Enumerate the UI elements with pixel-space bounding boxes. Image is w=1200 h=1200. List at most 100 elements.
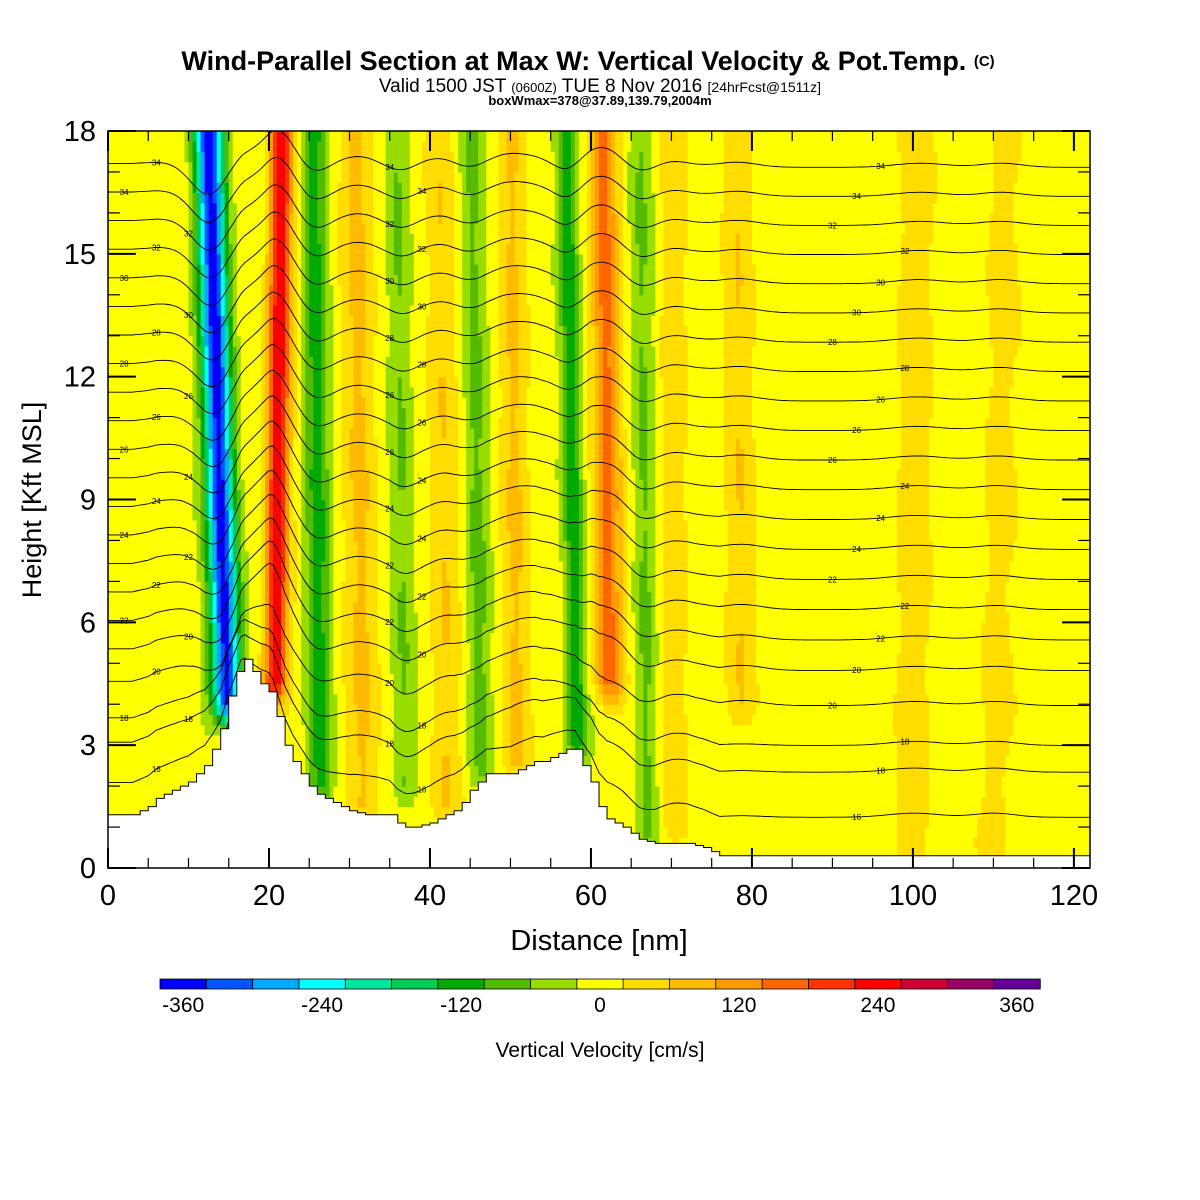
velocity-cell (132, 284, 137, 296)
velocity-cell (192, 427, 198, 439)
velocity-cell (329, 775, 334, 787)
velocity-cell (281, 274, 286, 286)
velocity-cell (313, 683, 318, 695)
velocity-cell (160, 294, 165, 306)
velocity-cell (180, 509, 186, 521)
velocity-cell (160, 212, 165, 224)
velocity-cell (116, 294, 121, 306)
velocity-cell (273, 489, 278, 501)
velocity-cell (268, 571, 274, 582)
velocity-cell (337, 294, 343, 306)
velocity-cell (256, 571, 262, 582)
velocity-cell (357, 765, 363, 777)
velocity-cell (156, 673, 161, 685)
velocity-cell (224, 223, 230, 234)
velocity-cell (140, 315, 145, 327)
velocity-cell (212, 704, 218, 716)
velocity-cell (377, 335, 383, 347)
velocity-cell (188, 489, 194, 501)
velocity-cell (108, 212, 113, 224)
velocity-cell (273, 612, 278, 623)
velocity-cell (353, 161, 359, 173)
velocity-cell (345, 489, 351, 501)
velocity-cell (377, 683, 383, 695)
velocity-cell (148, 182, 153, 194)
velocity-cell (224, 335, 230, 347)
velocity-cell (108, 468, 113, 480)
velocity-cell (349, 509, 355, 521)
velocity-cell (333, 591, 338, 603)
velocity-cell (361, 182, 367, 194)
velocity-cell (160, 591, 165, 603)
velocity-cell (313, 284, 318, 296)
velocity-cell (301, 540, 306, 552)
velocity-cell (220, 417, 226, 429)
velocity-cell (132, 734, 137, 746)
velocity-cell (317, 212, 322, 224)
velocity-cell (365, 171, 371, 183)
velocity-cell (172, 243, 178, 255)
velocity-cell (373, 775, 379, 787)
velocity-cell (293, 294, 298, 306)
velocity-cell (252, 468, 258, 480)
velocity-cell (200, 212, 206, 224)
velocity-cell (124, 315, 129, 327)
velocity-cell (277, 131, 282, 142)
velocity-cell (293, 386, 298, 398)
velocity-cell (200, 571, 206, 582)
velocity-cell (317, 202, 322, 214)
velocity-cell (108, 438, 113, 449)
velocity-cell (168, 356, 173, 368)
velocity-cell (289, 407, 294, 419)
velocity-cell (337, 366, 343, 378)
velocity-cell (180, 284, 186, 296)
velocity-cell (252, 581, 258, 593)
velocity-cell (108, 786, 113, 797)
velocity-cell (116, 274, 121, 286)
velocity-cell (305, 509, 310, 521)
velocity-cell (329, 345, 334, 357)
velocity-cell (240, 356, 246, 368)
velocity-cell (385, 663, 391, 675)
velocity-cell (188, 622, 194, 634)
velocity-cell (236, 632, 242, 644)
velocity-cell (317, 427, 322, 439)
velocity-cell (289, 509, 294, 521)
velocity-cell (140, 479, 145, 490)
velocity-cell (313, 571, 318, 582)
velocity-cell (172, 571, 178, 582)
velocity-cell (200, 315, 206, 327)
velocity-cell (196, 223, 202, 234)
velocity-cell (264, 458, 270, 470)
velocity-cell (260, 243, 266, 255)
velocity-cell (108, 407, 113, 419)
velocity-cell (168, 499, 173, 511)
velocity-cell (180, 141, 186, 153)
velocity-cell (220, 233, 226, 245)
velocity-cell (273, 131, 278, 142)
velocity-cell (240, 315, 246, 327)
velocity-cell (325, 530, 330, 542)
velocity-cell (381, 212, 387, 224)
velocity-cell (236, 294, 242, 306)
velocity-cell (361, 253, 367, 265)
velocity-cell (309, 571, 314, 582)
velocity-cell (309, 397, 314, 408)
velocity-cell (200, 325, 206, 337)
velocity-cell (144, 622, 149, 634)
velocity-cell (156, 714, 161, 726)
velocity-cell (325, 253, 330, 265)
velocity-cell (377, 458, 383, 470)
velocity-cell (124, 182, 129, 194)
velocity-cell (168, 581, 173, 593)
velocity-cell (196, 509, 202, 521)
velocity-cell (228, 479, 234, 490)
velocity-cell (132, 417, 137, 429)
velocity-cell (341, 540, 347, 552)
velocity-cell (184, 325, 190, 337)
velocity-cell (124, 356, 129, 368)
velocity-cell (156, 632, 161, 644)
velocity-cell (381, 233, 387, 245)
velocity-cell (256, 601, 262, 613)
velocity-cell (164, 212, 169, 224)
